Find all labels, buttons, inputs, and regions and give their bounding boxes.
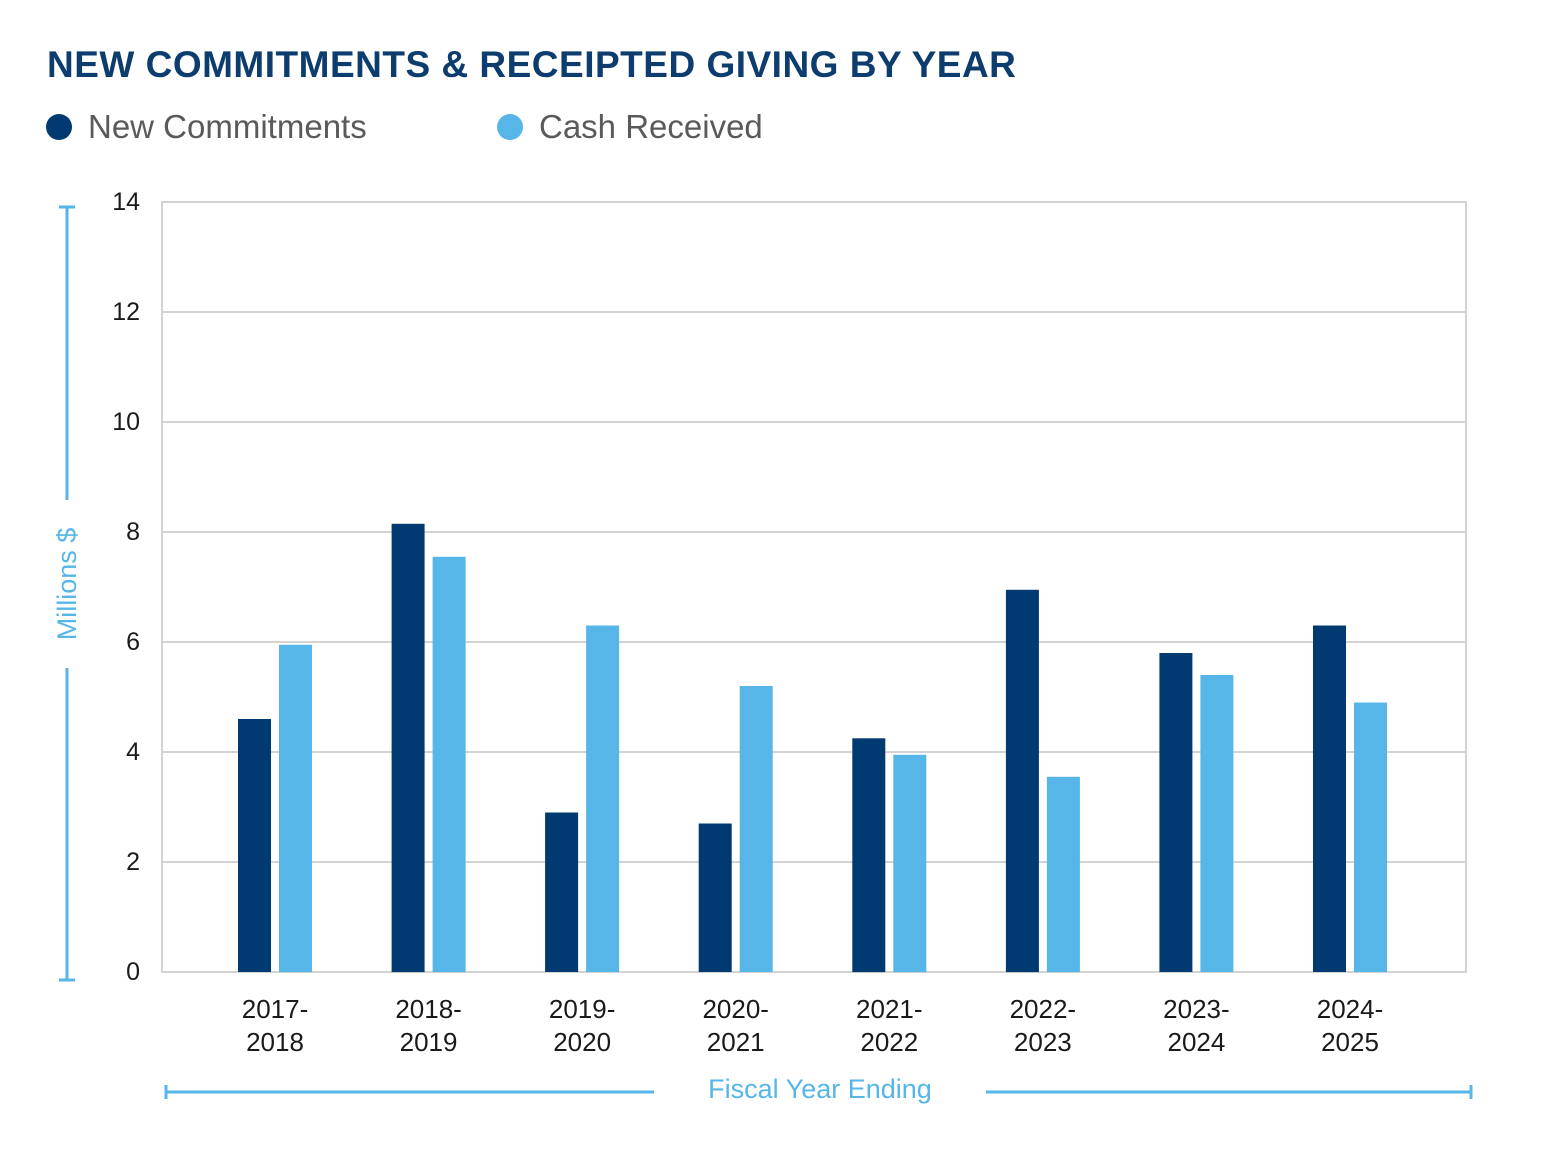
x-tick-label-line: 2022- xyxy=(1010,994,1077,1024)
x-tick-label: 2022-2023 xyxy=(1010,994,1077,1057)
x-tick-label-line: 2021- xyxy=(856,994,923,1024)
x-axis-bracket xyxy=(164,1085,1473,1099)
x-tick-label-line: 2024- xyxy=(1317,994,1384,1024)
bar-cash-received xyxy=(432,556,466,973)
bar-new-commitments xyxy=(698,823,732,972)
x-tick-label: 2018-2019 xyxy=(395,994,462,1057)
chart-legend: New Commitments Cash Received xyxy=(0,108,1546,152)
y-tick-label: 8 xyxy=(126,518,140,546)
x-tick-label: 2020-2021 xyxy=(702,994,769,1057)
x-tick-label: 2019-2020 xyxy=(549,994,616,1057)
y-tick-label: 12 xyxy=(112,298,140,326)
bar-new-commitments xyxy=(545,812,579,972)
legend-item-new-commitments: New Commitments xyxy=(46,108,367,146)
x-tick-label: 2017-2018 xyxy=(242,994,309,1057)
x-tick-label-line: 2021 xyxy=(707,1027,765,1057)
bar-cash-received xyxy=(1046,776,1080,973)
y-tick-label: 2 xyxy=(126,848,140,876)
x-tick-label-line: 2023 xyxy=(1014,1027,1072,1057)
x-axis-label: Fiscal Year Ending xyxy=(708,1074,932,1104)
bar-cash-received xyxy=(586,625,620,972)
bar-cash-received xyxy=(739,686,773,972)
x-tick-label: 2024-2025 xyxy=(1317,994,1384,1057)
plot-frame xyxy=(161,201,1467,973)
x-tick-label-line: 2018 xyxy=(246,1027,304,1057)
bar-new-commitments xyxy=(238,719,271,972)
legend-swatch-cash-received xyxy=(497,114,523,140)
y-tick-label: 14 xyxy=(112,188,140,216)
y-tick-label: 10 xyxy=(112,408,140,436)
y-tick-label: 0 xyxy=(126,958,140,986)
y-tick-label: 6 xyxy=(126,628,140,656)
bar-new-commitments xyxy=(1159,653,1193,972)
bar-cash-received xyxy=(893,754,927,973)
x-tick-label-line: 2022 xyxy=(860,1027,918,1057)
x-tick-label-line: 2018- xyxy=(395,994,462,1024)
y-axis-label: Millions $ xyxy=(52,528,82,641)
bar-cash-received xyxy=(1200,675,1234,972)
x-tick-labels: 2017-20182018-20192019-20202020-20212021… xyxy=(242,994,1384,1057)
y-tick-label: 4 xyxy=(126,738,140,766)
bar-cash-received xyxy=(279,644,312,973)
bar-cash-received xyxy=(1354,702,1387,972)
x-tick-label: 2023-2024 xyxy=(1163,994,1230,1057)
bar-new-commitments xyxy=(391,523,425,973)
legend-item-cash-received: Cash Received xyxy=(497,108,763,146)
bars xyxy=(238,523,1387,973)
grid-lines xyxy=(162,311,1466,863)
x-tick-label-line: 2019 xyxy=(400,1027,458,1057)
y-tick-labels: 0 2 4 6 8 10 12 14 xyxy=(112,188,140,986)
legend-label-cash-received: Cash Received xyxy=(539,108,763,145)
x-tick-label-line: 2020- xyxy=(702,994,769,1024)
x-tick-label-line: 2017- xyxy=(242,994,309,1024)
x-tick-label-line: 2020 xyxy=(553,1027,611,1057)
chart-title: NEW COMMITMENTS & RECEIPTED GIVING BY YE… xyxy=(47,44,1017,85)
x-tick-label-line: 2025 xyxy=(1321,1027,1379,1057)
x-tick-label-line: 2023- xyxy=(1163,994,1230,1024)
legend-swatch-new-commitments xyxy=(46,114,72,140)
y-axis-bracket xyxy=(59,205,75,982)
bar-new-commitments xyxy=(1313,625,1346,972)
bar-new-commitments xyxy=(852,738,886,973)
legend-label-new-commitments: New Commitments xyxy=(88,108,367,145)
x-tick-label-line: 2019- xyxy=(549,994,616,1024)
x-tick-label: 2021-2022 xyxy=(856,994,923,1057)
bar-new-commitments xyxy=(1005,589,1039,973)
x-tick-label-line: 2024 xyxy=(1168,1027,1226,1057)
